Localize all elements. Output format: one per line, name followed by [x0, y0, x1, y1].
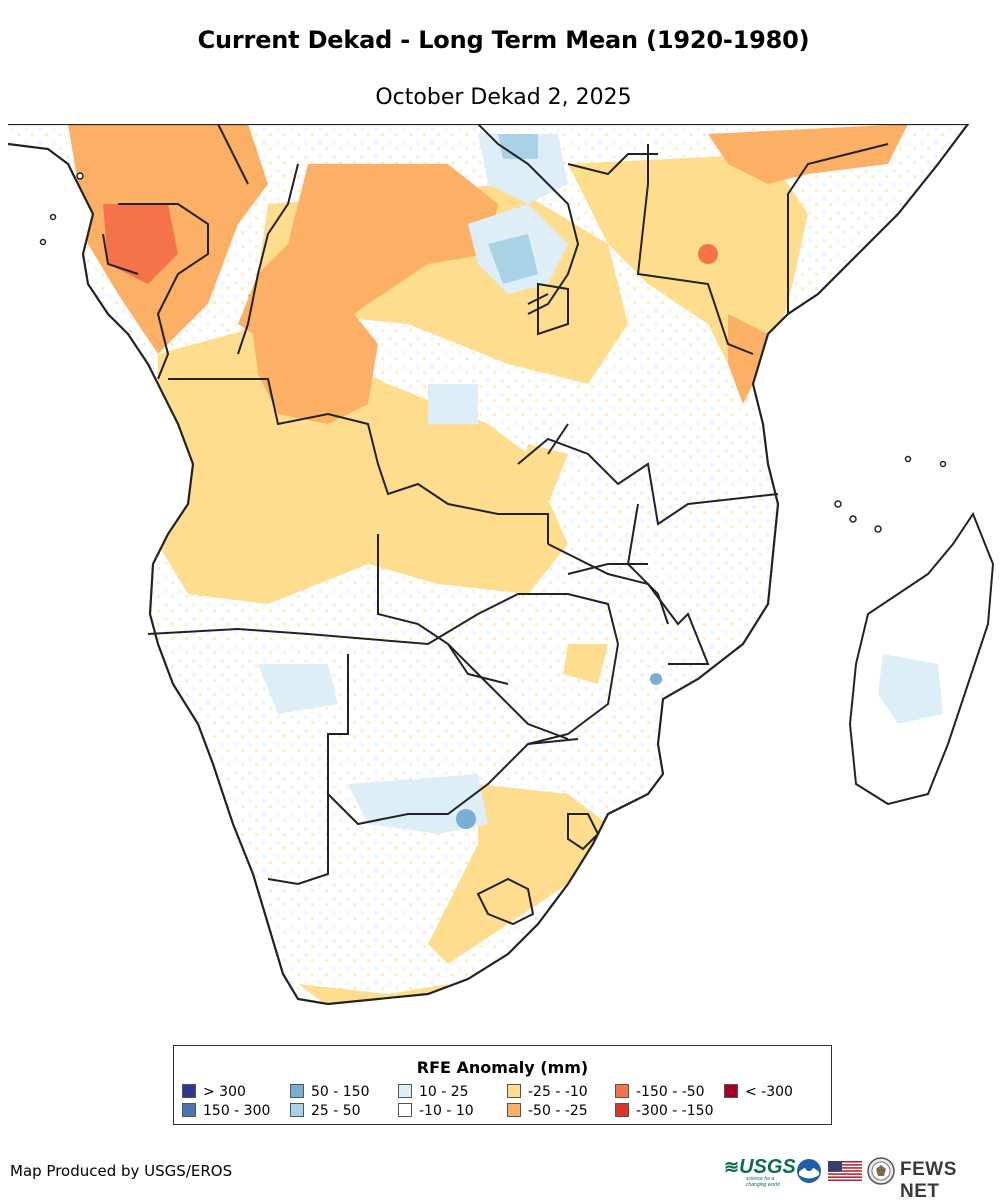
usgs-tagline: science for a changing world — [746, 1176, 780, 1188]
usgs-logo: ≋USGS science for a changing world — [724, 1156, 796, 1188]
legend-swatch — [398, 1103, 412, 1117]
us-flag-icon — [828, 1161, 862, 1181]
fews-net-logo: FEWS NET — [900, 1159, 957, 1202]
legend-label: 25 - 50 — [311, 1103, 361, 1119]
legend-label: 10 - 25 — [419, 1084, 469, 1100]
map-subtitle: October Dekad 2, 2025 — [375, 85, 632, 110]
legend-item: 50 - 150 — [290, 1084, 370, 1100]
anomaly-zone-medium-wet — [488, 234, 538, 284]
legend-swatch — [724, 1084, 738, 1098]
legend-swatch — [507, 1103, 521, 1117]
legend-item: -25 - -10 — [507, 1084, 588, 1100]
legend-label: -25 - -10 — [528, 1084, 588, 1100]
legend: RFE Anomaly (mm) > 300 150 - 300 50 - 15… — [173, 1045, 832, 1125]
legend-label: -10 - 10 — [419, 1103, 474, 1119]
rainfall-anomaly-map — [8, 124, 998, 1024]
anomaly-zone-light-dry — [158, 324, 568, 604]
legend-title: RFE Anomaly (mm) — [416, 1058, 589, 1077]
anomaly-zone-medium-wet — [498, 134, 538, 159]
legend-label: 50 - 150 — [311, 1084, 370, 1100]
legend-label: < -300 — [745, 1084, 793, 1100]
legend-label: -150 - -50 — [636, 1084, 705, 1100]
anomaly-zone-medium-dry — [728, 314, 768, 404]
anomaly-zone-medium-dry — [248, 294, 378, 424]
legend-swatch — [182, 1084, 196, 1098]
legend-swatch — [290, 1084, 304, 1098]
anomaly-zone-strong-wet — [650, 673, 662, 685]
anomaly-zone-light-dry — [518, 444, 568, 504]
legend-item: -300 - -150 — [615, 1103, 714, 1119]
legend-item: 25 - 50 — [290, 1103, 361, 1119]
legend-swatch — [398, 1084, 412, 1098]
anomaly-zone-medium-dry — [708, 124, 908, 184]
anomaly-zone-light-wet — [428, 384, 478, 424]
legend-item: 150 - 300 — [182, 1103, 270, 1119]
map-title: Current Dekad - Long Term Mean (1920-198… — [197, 26, 810, 54]
legend-item: > 300 — [182, 1084, 246, 1100]
coastline — [8, 124, 970, 1006]
legend-label: -300 - -150 — [636, 1103, 714, 1119]
lesotho-border — [476, 877, 535, 926]
anomaly-zone-strong-wet — [456, 809, 476, 829]
legend-item: < -300 — [724, 1084, 793, 1100]
islands — [39, 172, 947, 533]
legend-swatch — [290, 1103, 304, 1117]
legend-swatch — [182, 1103, 196, 1117]
anomaly-zone-strong-dry — [103, 204, 178, 284]
state-dept-seal-icon — [867, 1157, 895, 1185]
usgs-logo-text: USGS — [739, 1156, 796, 1178]
legend-swatch — [615, 1103, 629, 1117]
anomaly-zone-strong-dry — [698, 244, 718, 264]
noaa-logo-icon — [797, 1159, 821, 1183]
legend-swatch — [507, 1084, 521, 1098]
legend-item: -50 - -25 — [507, 1103, 588, 1119]
legend-item: -10 - 10 — [398, 1103, 474, 1119]
map-credit: Map Produced by USGS/EROS — [10, 1162, 233, 1180]
madagascar — [848, 511, 995, 806]
anomaly-zone-light-wet — [878, 654, 943, 724]
legend-label: -50 - -25 — [528, 1103, 588, 1119]
anomaly-zone-light-dry — [563, 644, 608, 684]
legend-label: > 300 — [203, 1084, 246, 1100]
country-borders — [102, 124, 889, 926]
anomaly-zone-light-dry — [428, 784, 608, 964]
legend-label: 150 - 300 — [203, 1103, 271, 1119]
legend-swatch — [615, 1084, 629, 1098]
legend-item: 10 - 25 — [398, 1084, 469, 1100]
eswatini-border — [567, 813, 600, 851]
anomaly-zone-light-wet — [478, 134, 568, 204]
anomaly-zone-light-wet — [258, 664, 338, 714]
legend-item: -150 - -50 — [615, 1084, 705, 1100]
